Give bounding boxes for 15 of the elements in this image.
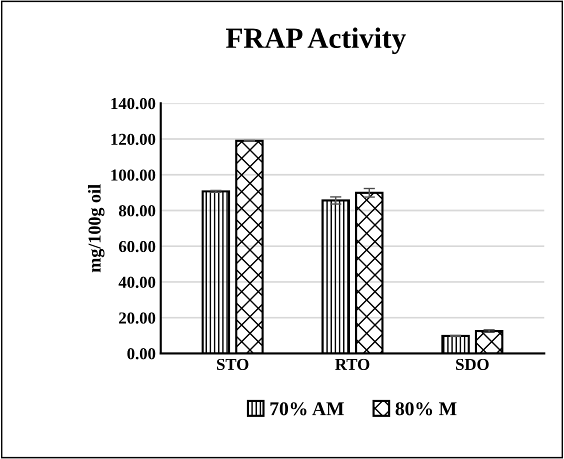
y-tick-label: 140.00 <box>111 98 156 110</box>
x-tick-label: STO <box>217 358 248 370</box>
y-tick-label: 0.00 <box>127 348 156 360</box>
y-tick-label: 20.00 <box>119 312 156 324</box>
y-tick-label: 40.00 <box>118 276 156 288</box>
y-tick-label: 80.00 <box>118 205 156 217</box>
y-axis-title: mg/100g oil <box>88 184 104 272</box>
x-tick-label: SDO <box>456 358 489 370</box>
legend-label: 70% AM <box>270 402 344 416</box>
chart-title: FRAP Activity <box>226 28 406 54</box>
y-tick-label: 60.00 <box>118 240 156 252</box>
legend-label: 80% M <box>396 402 456 416</box>
y-tick-label: 100.00 <box>111 169 156 181</box>
x-tick-label: RTO <box>335 358 370 370</box>
y-tick-label: 120.00 <box>111 134 156 146</box>
